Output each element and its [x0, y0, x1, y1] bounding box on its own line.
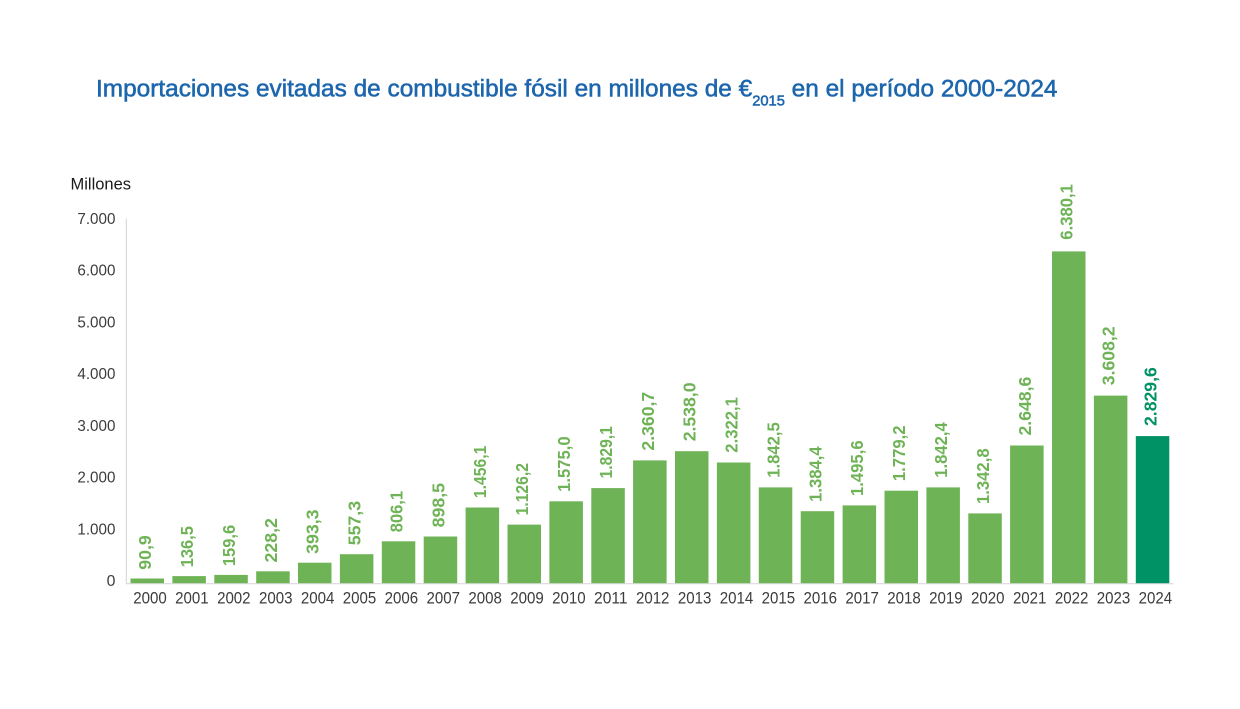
svg-text:2.322,1: 2.322,1 [722, 397, 742, 453]
svg-text:2016: 2016 [804, 589, 838, 608]
svg-text:557,3: 557,3 [345, 501, 365, 546]
svg-text:2001: 2001 [175, 589, 209, 608]
svg-text:2023: 2023 [1097, 589, 1131, 608]
svg-text:2013: 2013 [678, 589, 712, 608]
svg-text:4.000: 4.000 [77, 366, 115, 383]
svg-text:228,2: 228,2 [261, 518, 281, 563]
svg-text:2014: 2014 [720, 589, 754, 608]
svg-text:1.456,1: 1.456,1 [470, 445, 490, 498]
svg-text:3.608,2: 3.608,2 [1099, 326, 1119, 385]
svg-text:7.000: 7.000 [77, 211, 115, 228]
svg-text:Millones: Millones [71, 176, 132, 194]
svg-text:136,5: 136,5 [177, 526, 197, 567]
svg-text:2017: 2017 [845, 589, 879, 608]
svg-text:1.829,1: 1.829,1 [596, 426, 616, 479]
svg-text:2.000: 2.000 [77, 470, 115, 487]
svg-text:2020: 2020 [971, 589, 1005, 608]
svg-text:2010: 2010 [552, 589, 586, 608]
svg-text:2.648,6: 2.648,6 [1015, 376, 1035, 435]
svg-text:1.495,6: 1.495,6 [847, 440, 867, 496]
svg-text:1.842,5: 1.842,5 [764, 422, 784, 478]
svg-text:90,9: 90,9 [135, 535, 155, 570]
svg-text:3.000: 3.000 [77, 418, 115, 435]
svg-text:2006: 2006 [385, 589, 419, 608]
svg-text:2011: 2011 [594, 589, 628, 608]
svg-text:1.779,2: 1.779,2 [889, 425, 909, 481]
svg-text:2007: 2007 [427, 589, 461, 608]
svg-text:Importaciones evitadas de comb: Importaciones evitadas de combustible fó… [96, 76, 1057, 110]
svg-text:2003: 2003 [259, 589, 293, 608]
svg-text:2002: 2002 [217, 589, 251, 608]
svg-text:2022: 2022 [1055, 589, 1089, 608]
svg-text:2.829,6: 2.829,6 [1141, 367, 1161, 426]
svg-text:2019: 2019 [929, 589, 963, 608]
svg-text:1.384,4: 1.384,4 [805, 446, 825, 502]
svg-text:2024: 2024 [1139, 589, 1173, 608]
svg-text:2018: 2018 [887, 589, 921, 608]
svg-text:6.380,1: 6.380,1 [1057, 184, 1077, 240]
svg-text:2000: 2000 [133, 589, 167, 608]
svg-text:2009: 2009 [510, 589, 544, 608]
svg-text:5.000: 5.000 [77, 314, 115, 331]
svg-text:159,6: 159,6 [219, 525, 239, 566]
svg-text:806,1: 806,1 [387, 491, 407, 532]
svg-text:2021: 2021 [1013, 589, 1047, 608]
svg-text:2.538,0: 2.538,0 [680, 382, 700, 441]
svg-text:1.342,8: 1.342,8 [973, 448, 993, 504]
svg-text:393,3: 393,3 [303, 509, 323, 554]
svg-text:2.360,7: 2.360,7 [638, 392, 658, 451]
svg-text:1.000: 1.000 [77, 521, 115, 538]
svg-text:0: 0 [107, 573, 116, 590]
svg-text:2012: 2012 [636, 589, 670, 608]
svg-text:6.000: 6.000 [77, 263, 115, 280]
svg-text:898,5: 898,5 [428, 483, 448, 528]
svg-text:2005: 2005 [343, 589, 377, 608]
svg-text:1.126,2: 1.126,2 [512, 463, 532, 516]
svg-text:2008: 2008 [468, 589, 502, 608]
svg-text:2004: 2004 [301, 589, 335, 608]
svg-text:2015: 2015 [762, 589, 796, 608]
svg-text:1.575,0: 1.575,0 [554, 436, 574, 492]
svg-text:1.842,4: 1.842,4 [931, 422, 951, 478]
